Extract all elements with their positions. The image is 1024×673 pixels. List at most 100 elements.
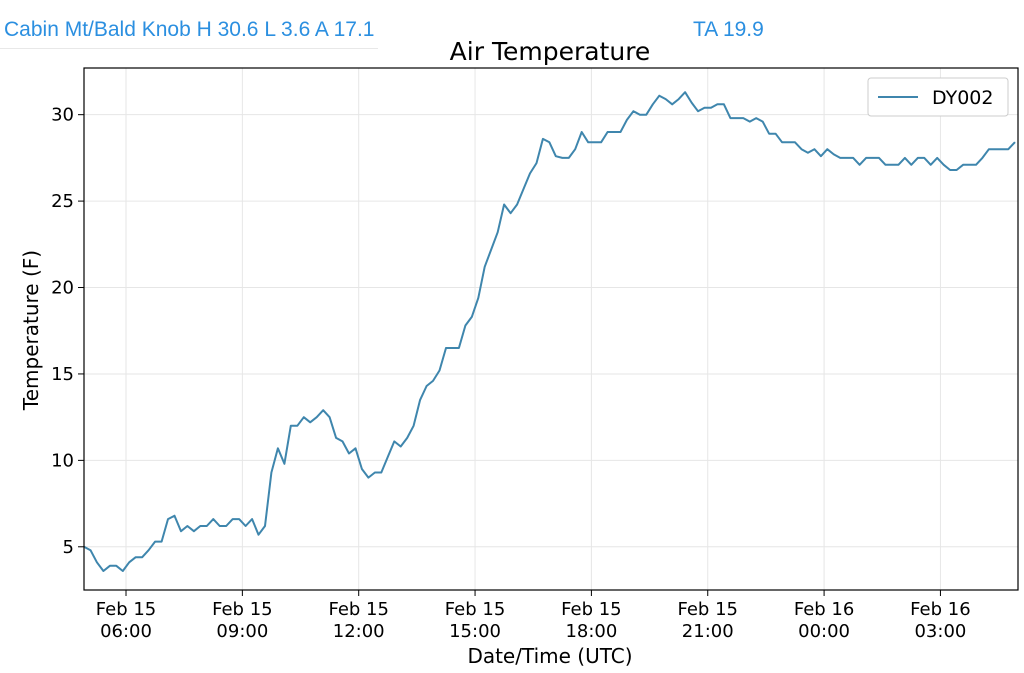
data-point — [348, 452, 350, 455]
x-tick-date: Feb 15 — [96, 599, 157, 620]
data-point — [438, 369, 441, 372]
chart-title: Air Temperature — [450, 37, 651, 66]
data-point — [645, 114, 647, 116]
data-point — [665, 98, 667, 100]
data-point — [904, 157, 906, 159]
data-point — [264, 525, 266, 527]
data-point — [1001, 148, 1003, 150]
data-point — [607, 131, 609, 133]
data-point — [755, 117, 757, 119]
data-point — [981, 157, 984, 159]
data-point — [632, 110, 635, 112]
data-point — [193, 530, 195, 532]
data-point — [962, 164, 964, 166]
data-point — [691, 102, 693, 104]
data-point — [361, 468, 363, 470]
data-point — [775, 133, 777, 135]
data-point — [742, 117, 744, 119]
data-point — [587, 141, 589, 143]
data-point — [96, 561, 98, 563]
data-point — [703, 107, 706, 109]
data-point — [729, 117, 732, 119]
data-point — [445, 347, 447, 349]
data-point — [807, 152, 809, 154]
data-point — [787, 141, 790, 143]
data-point — [135, 556, 137, 558]
data-point — [968, 164, 971, 166]
data-point — [872, 157, 874, 159]
data-point — [581, 131, 583, 133]
data-point — [768, 133, 770, 135]
data-point — [432, 380, 434, 382]
data-point — [354, 447, 357, 449]
data-point — [296, 425, 298, 427]
data-point — [555, 155, 557, 157]
y-tick-label: 20 — [51, 278, 74, 299]
data-point — [206, 525, 208, 527]
y-axis: 5 10 15 20 25 30 — [51, 105, 84, 558]
data-point — [529, 172, 531, 174]
legend: DY002 — [867, 77, 1009, 117]
data-point — [639, 114, 641, 116]
data-point — [406, 437, 408, 439]
data-point — [749, 121, 751, 123]
data-point — [503, 203, 505, 206]
data-point — [917, 157, 919, 159]
data-point — [716, 103, 719, 105]
data-point — [574, 148, 576, 150]
data-point — [283, 463, 285, 465]
data-point — [225, 525, 227, 527]
data-point — [516, 203, 518, 206]
data-point — [257, 534, 260, 536]
y-tick-label: 10 — [51, 450, 74, 471]
series-layer — [83, 91, 1016, 572]
data-point — [568, 157, 570, 159]
x-tick-date: Feb 16 — [910, 599, 971, 620]
y-tick-label: 5 — [63, 537, 74, 558]
data-point — [245, 525, 247, 527]
data-point — [943, 164, 945, 166]
data-point — [736, 117, 738, 119]
data-point — [542, 138, 544, 140]
data-point — [794, 141, 796, 143]
data-point — [374, 471, 376, 474]
x-tick-time: 21:00 — [682, 621, 734, 642]
data-point — [322, 409, 324, 411]
ta-readout: TA 19.9 — [693, 18, 764, 41]
x-tick-time: 18:00 — [565, 621, 617, 642]
data-point — [936, 157, 938, 159]
data-point — [497, 231, 499, 233]
x-tick-date: Feb 15 — [561, 599, 622, 620]
data-point — [723, 103, 725, 105]
data-point — [846, 157, 848, 159]
data-point — [949, 169, 951, 171]
data-point — [884, 164, 887, 166]
data-point — [671, 103, 673, 105]
data-point — [367, 477, 369, 479]
data-point — [109, 565, 111, 567]
legend-box — [867, 77, 1009, 117]
data-point — [762, 121, 764, 123]
data-point — [458, 347, 460, 349]
legend-label-dy002: DY002 — [932, 87, 993, 109]
data-point — [548, 141, 551, 143]
data-point — [859, 164, 861, 166]
x-tick-time: 12:00 — [333, 621, 385, 642]
data-point — [148, 549, 150, 551]
data-point — [102, 570, 104, 572]
data-point — [878, 157, 880, 159]
data-point — [419, 399, 421, 401]
data-point — [251, 518, 253, 520]
data-point — [833, 153, 835, 155]
data-point — [115, 565, 117, 567]
x-tick-time: 09:00 — [216, 621, 268, 642]
data-point — [238, 518, 240, 520]
x-tick-time: 03:00 — [914, 621, 966, 642]
data-point — [219, 525, 221, 527]
data-point — [800, 148, 803, 150]
data-point — [658, 95, 660, 97]
data-point — [270, 471, 272, 474]
data-point — [619, 131, 622, 133]
